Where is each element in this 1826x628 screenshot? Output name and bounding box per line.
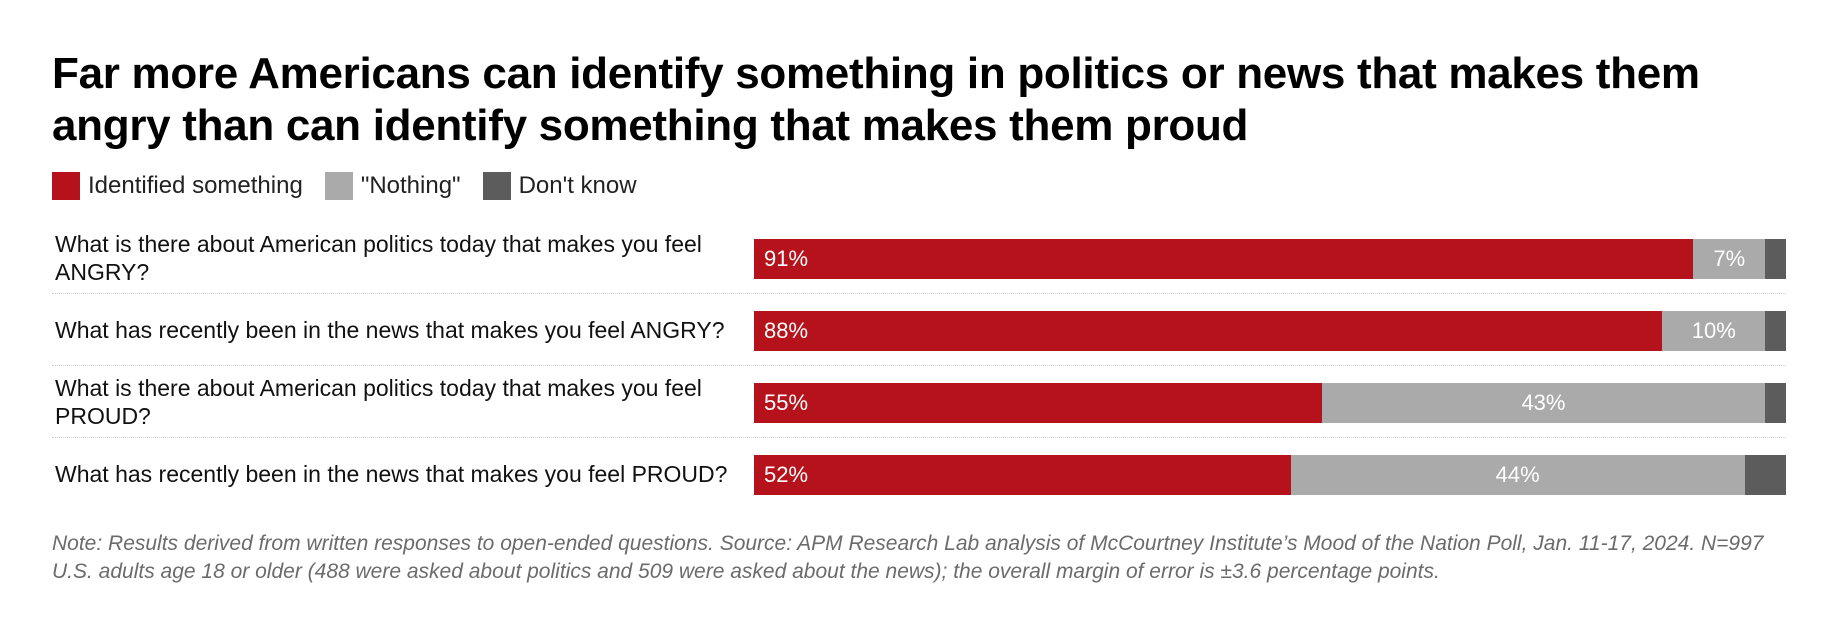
data-label: 7% [1713,246,1746,271]
category-label: What has recently been in the news that … [55,316,725,343]
stacked-bar: 52% 44% [754,455,1786,495]
chart-title: Far more Americans can identify somethin… [52,49,1700,150]
bar-segment-identified: 52% [754,455,1291,495]
data-label: 55% [764,390,809,415]
chart-row: What is there about American politics to… [52,222,1786,294]
legend-label-identified: Identified something [88,172,303,199]
bar-segment-nothing: 43% [1321,383,1766,423]
chart-row: What has recently been in the news that … [52,438,1786,509]
legend-swatch-dont-know [482,172,511,200]
legend-label-dont-know: Don't know [518,172,637,199]
chart-row: What has recently been in the news that … [52,294,1786,366]
stacked-bar: 88% 10% [754,311,1786,351]
bar-segment-dont-know [1765,383,1786,423]
data-label: 88% [764,318,809,343]
bar-segment-dont-know [1765,311,1786,351]
category-label: What has recently been in the news that … [55,460,728,487]
chart-legend: Identified something "Nothing" Don't kno… [52,172,659,200]
bar-segment-identified: 55% [754,383,1322,423]
stacked-bar: 55% 43% [754,383,1786,423]
legend-label-nothing: "Nothing" [360,172,461,199]
legend-item-dont-know: Don't know [482,172,637,200]
legend-item-identified: Identified something [52,172,303,200]
bar-segment-dont-know [1744,455,1786,495]
data-label: 44% [1495,462,1540,487]
data-label: 43% [1521,390,1566,415]
bar-segment-nothing: 10% [1662,311,1766,351]
category-label: What is there about American politics to… [55,374,702,429]
stacked-bar: 91% 7% [754,239,1786,279]
chart-rows: What is there about American politics to… [52,222,1786,509]
category-label: What is there about American politics to… [55,230,702,285]
legend-item-nothing: "Nothing" [324,172,461,200]
bar-segment-dont-know [1765,239,1786,279]
data-label: 91% [764,246,809,271]
bar-segment-identified: 88% [754,311,1663,351]
legend-swatch-nothing [324,172,353,200]
data-label: 10% [1691,318,1736,343]
bar-segment-nothing: 7% [1693,239,1766,279]
chart-note: Note: Results derived from written respo… [52,532,1764,583]
bar-segment-identified: 91% [754,239,1694,279]
chart-row: What is there about American politics to… [52,366,1786,438]
bar-segment-nothing: 44% [1290,455,1745,495]
data-label: 52% [764,462,809,487]
legend-swatch-identified [52,172,80,200]
